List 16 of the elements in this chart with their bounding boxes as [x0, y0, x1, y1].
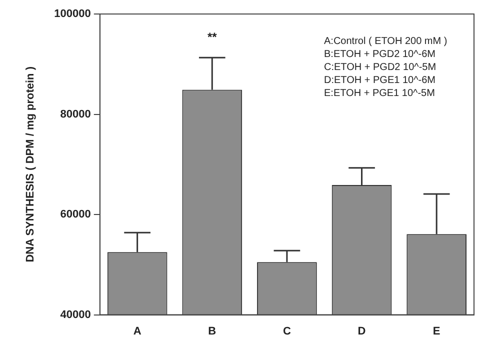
x-tick-label: C: [282, 325, 291, 338]
annotation: D:ETOH + PGE1 10^-6M: [324, 74, 436, 86]
x-tick-label: A: [133, 325, 142, 338]
x-tick-label: D: [358, 325, 366, 338]
annotation: C:ETOH + PGD2 10^-5M: [324, 62, 436, 73]
y-tick-label: 60000: [60, 208, 91, 221]
annotation: **: [207, 30, 218, 44]
annotation: E:ETOH + PGE1 10^-5M: [324, 88, 435, 99]
y-tick-label: 40000: [60, 308, 91, 321]
y-tick-label: 100000: [54, 8, 91, 20]
x-tick-label: E: [432, 325, 440, 338]
y-axis-title: DNA SYNTHESIS ( DPM / mg protein ): [24, 66, 37, 262]
y-tick-label: 80000: [60, 108, 91, 120]
x-tick-label: B: [208, 325, 216, 338]
annotation: A:Control ( ETOH 200 mM ): [324, 36, 448, 47]
annotation: B:ETOH + PGD2 10^-6M: [324, 48, 436, 60]
